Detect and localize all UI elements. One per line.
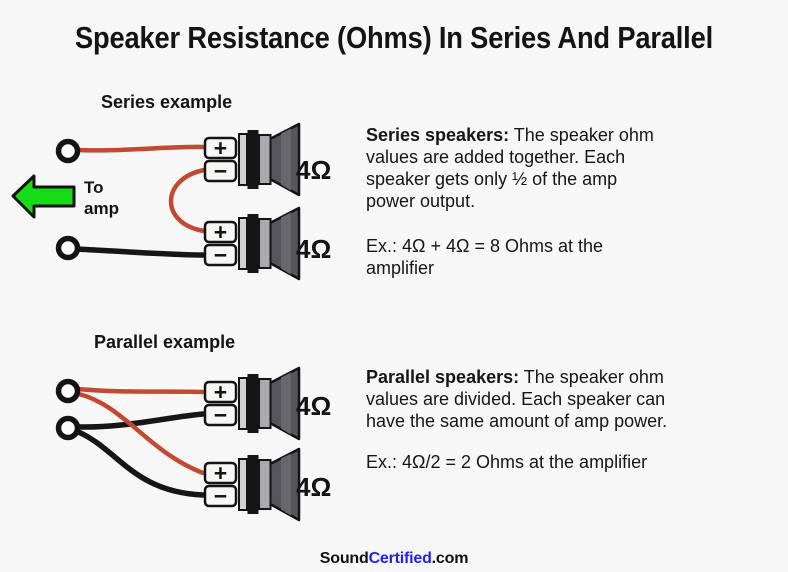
parallel-description: Parallel speakers: The speaker ohm value…	[366, 366, 671, 432]
series-source-terminal-positive	[55, 138, 81, 164]
series-description-block: Series speakers: The speaker ohm values …	[366, 124, 671, 279]
to-amp-label: To amp	[84, 177, 119, 219]
series-section-heading: Series example	[101, 92, 233, 112]
parallel-description-rest: The speaker ohm values are divided. Each…	[366, 367, 668, 431]
series-speaker-2-minus-label: −	[214, 242, 227, 268]
series-speaker-1-impedance: 4Ω	[296, 155, 331, 185]
parallel-speaker-1-minus-label: −	[214, 402, 227, 428]
parallel-speaker-1-plus-label: +	[214, 379, 227, 405]
series-positive-wire	[74, 144, 206, 153]
parallel-speaker-2-plus-label: +	[214, 460, 227, 486]
brand-certified: Certified	[368, 550, 432, 567]
parallel-section-heading: Parallel example	[94, 332, 236, 352]
parallel-speaker-2-impedance: 4Ω	[296, 472, 331, 502]
series-link-wire	[168, 167, 207, 234]
series-description: Series speakers: The speaker ohm values …	[366, 124, 671, 212]
series-source-terminal-negative	[55, 235, 81, 261]
parallel-diagram: + − + − 4Ω 4Ω	[55, 366, 331, 522]
brand-footer: SoundCertified.com	[0, 550, 788, 568]
parallel-speaker-2-minus-label: −	[214, 483, 227, 509]
series-negative-wire	[74, 246, 206, 258]
brand-sound: Sound	[319, 550, 369, 567]
parallel-positive-wire-1	[75, 386, 206, 395]
series-speaker-1-minus-label: −	[214, 158, 227, 184]
to-amp-arrow-icon	[11, 174, 76, 219]
series-speaker-1-plus-label: +	[214, 135, 227, 161]
parallel-example: Ex.: 4Ω/2 = 2 Ohms at the amplifier	[366, 452, 648, 472]
page-title: Speaker Resistance (Ohms) In Series And …	[75, 20, 713, 55]
parallel-negative-wire-2	[73, 428, 206, 498]
to-amp-label-line2: amp	[84, 199, 119, 218]
series-diagram: + − + − 4Ω 4Ω	[55, 122, 331, 281]
series-description-lead: Series speakers:	[366, 125, 510, 145]
to-amp-label-line1: To	[84, 178, 104, 197]
parallel-positive-wire-2	[76, 391, 206, 476]
parallel-description-lead: Parallel speakers:	[366, 367, 520, 387]
series-description-rest: The speaker ohm values are added togethe…	[366, 125, 654, 211]
parallel-description-block: Parallel speakers: The speaker ohm value…	[366, 366, 671, 473]
series-speaker-2-plus-label: +	[214, 219, 227, 245]
brand-domain: .com	[431, 550, 469, 567]
series-speaker-2-impedance: 4Ω	[296, 234, 331, 264]
parallel-negative-wire-1	[75, 411, 206, 430]
series-example: Ex.: 4Ω + 4Ω = 8 Ohms at the amplifier	[366, 236, 604, 278]
parallel-source-terminal-positive	[55, 378, 81, 404]
parallel-speaker-1-impedance: 4Ω	[296, 391, 331, 421]
parallel-source-terminal-negative	[55, 415, 81, 441]
